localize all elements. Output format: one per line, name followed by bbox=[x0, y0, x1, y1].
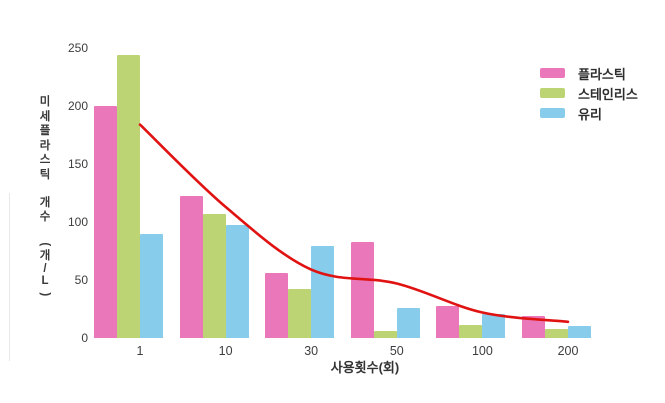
legend-label-stainless: 스테인리스 bbox=[578, 86, 638, 102]
legend-label-plastic: 플라스틱 bbox=[578, 66, 626, 82]
y-tick-label-100: 100 bbox=[67, 215, 88, 229]
legend-item-plastic: 플라스틱 bbox=[540, 63, 638, 83]
bar-stainless-10 bbox=[202, 213, 226, 338]
y-axis-title-char: 미 bbox=[39, 96, 51, 108]
y-axis-title-char: 스 bbox=[39, 154, 51, 167]
y-axis-title-char: L bbox=[41, 275, 49, 288]
y-axis-title-char: ) bbox=[39, 292, 52, 296]
x-axis-title: 사용횟수(회) bbox=[330, 360, 400, 375]
y-axis-title-char: 라 bbox=[39, 139, 51, 152]
bar-glass-1 bbox=[140, 233, 163, 338]
y-axis-title-char: 세 bbox=[39, 110, 51, 123]
y-tick-label-0: 0 bbox=[81, 331, 88, 345]
bar-glass-50 bbox=[396, 307, 420, 338]
bar-plastic-30 bbox=[265, 273, 289, 338]
x-tick-label-30: 30 bbox=[304, 344, 319, 358]
y-axis-title: 미 세 플 라 스 틱 개 수(개 / L) bbox=[34, 95, 56, 300]
bar-stainless-100 bbox=[459, 325, 483, 338]
y-axis-title-char: 개 bbox=[39, 250, 51, 263]
bar-stainless-50 bbox=[373, 331, 397, 338]
y-axis-title-char: 개 bbox=[39, 196, 51, 209]
y-axis-title-char: 수 bbox=[39, 211, 51, 224]
bar-plastic-100 bbox=[436, 305, 460, 338]
x-tick-label-100: 100 bbox=[471, 344, 493, 358]
bar-glass-200 bbox=[568, 326, 591, 338]
bar-glass-10 bbox=[225, 225, 249, 338]
y-tick-label-200: 200 bbox=[67, 99, 88, 113]
y-axis-title-char: 틱 bbox=[39, 168, 51, 181]
bar-stainless-200 bbox=[545, 328, 568, 338]
bar-plastic-1 bbox=[94, 106, 117, 338]
left-faint-line bbox=[9, 193, 10, 361]
bar-stainless-30 bbox=[288, 289, 312, 338]
bar-plastic-10 bbox=[179, 196, 203, 338]
bar-plastic-50 bbox=[350, 241, 374, 338]
y-axis-title-char: 플 bbox=[39, 125, 51, 138]
x-tick-label-200: 200 bbox=[557, 344, 579, 358]
bar-glass-100 bbox=[482, 313, 506, 338]
x-tick-label-50: 50 bbox=[389, 344, 404, 358]
bar-stainless-1 bbox=[117, 54, 140, 338]
legend-item-stainless: 스테인리스 bbox=[540, 83, 638, 103]
y-tick-label-150: 150 bbox=[67, 157, 88, 171]
bar-plastic-200 bbox=[522, 315, 545, 338]
legend-swatch-stainless bbox=[540, 88, 565, 98]
y-axis-title-char: / bbox=[43, 262, 47, 275]
x-tick-label-1: 1 bbox=[136, 344, 144, 358]
x-tick-label-10: 10 bbox=[218, 344, 233, 358]
y-axis-title-char: ( bbox=[39, 242, 52, 246]
bar-glass-30 bbox=[311, 246, 335, 338]
y-tick-label-250: 250 bbox=[67, 41, 88, 55]
y-tick-label-50: 50 bbox=[74, 273, 88, 287]
legend-swatch-plastic bbox=[540, 68, 565, 78]
legend-item-glass: 유리 bbox=[540, 103, 638, 123]
legend-label-glass: 유리 bbox=[578, 106, 602, 122]
legend-swatch-glass bbox=[540, 108, 565, 118]
